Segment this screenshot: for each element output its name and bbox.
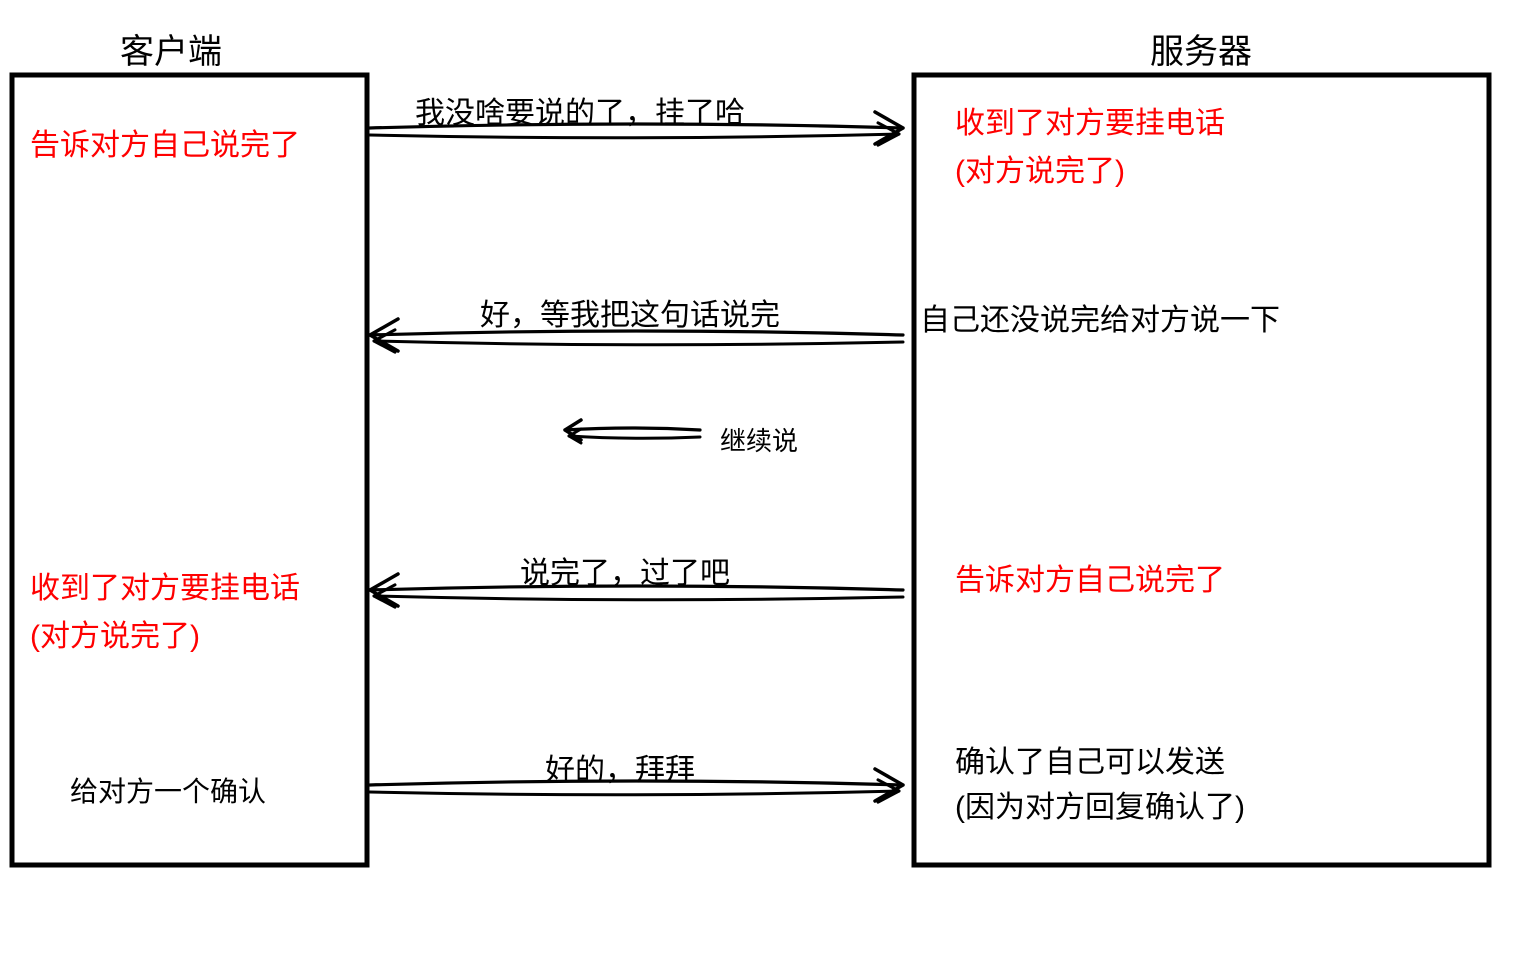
client-state-1: 告诉对方自己说完了 bbox=[30, 120, 300, 164]
server-state-2: 自己还没说完给对方说一下 bbox=[920, 295, 1280, 339]
msg-2: 好，等我把这句话说完 bbox=[480, 290, 780, 334]
client-state-3: 给对方一个确认 bbox=[70, 770, 266, 810]
client-title: 客户端 bbox=[120, 24, 222, 73]
msg-3: 继续说 bbox=[720, 421, 798, 458]
server-state-4: 确认了自己可以发送 (因为对方回复确认了) bbox=[955, 740, 1245, 830]
server-title: 服务器 bbox=[1150, 24, 1252, 73]
msg-4: 说完了，过了吧 bbox=[520, 548, 730, 592]
client-state-2: 收到了对方要挂电话 (对方说完了) bbox=[30, 565, 300, 661]
diagram-stage: 客户端 服务器 告诉对方自己说完了 收到了对方要挂电话 (对方说完了) 给对方一… bbox=[0, 0, 1529, 972]
server-state-3: 告诉对方自己说完了 bbox=[955, 555, 1225, 599]
server-state-1: 收到了对方要挂电话 (对方说完了) bbox=[955, 100, 1225, 196]
msg-5: 好的，拜拜 bbox=[545, 745, 695, 789]
msg-1: 我没啥要说的了，挂了哈 bbox=[415, 88, 745, 132]
